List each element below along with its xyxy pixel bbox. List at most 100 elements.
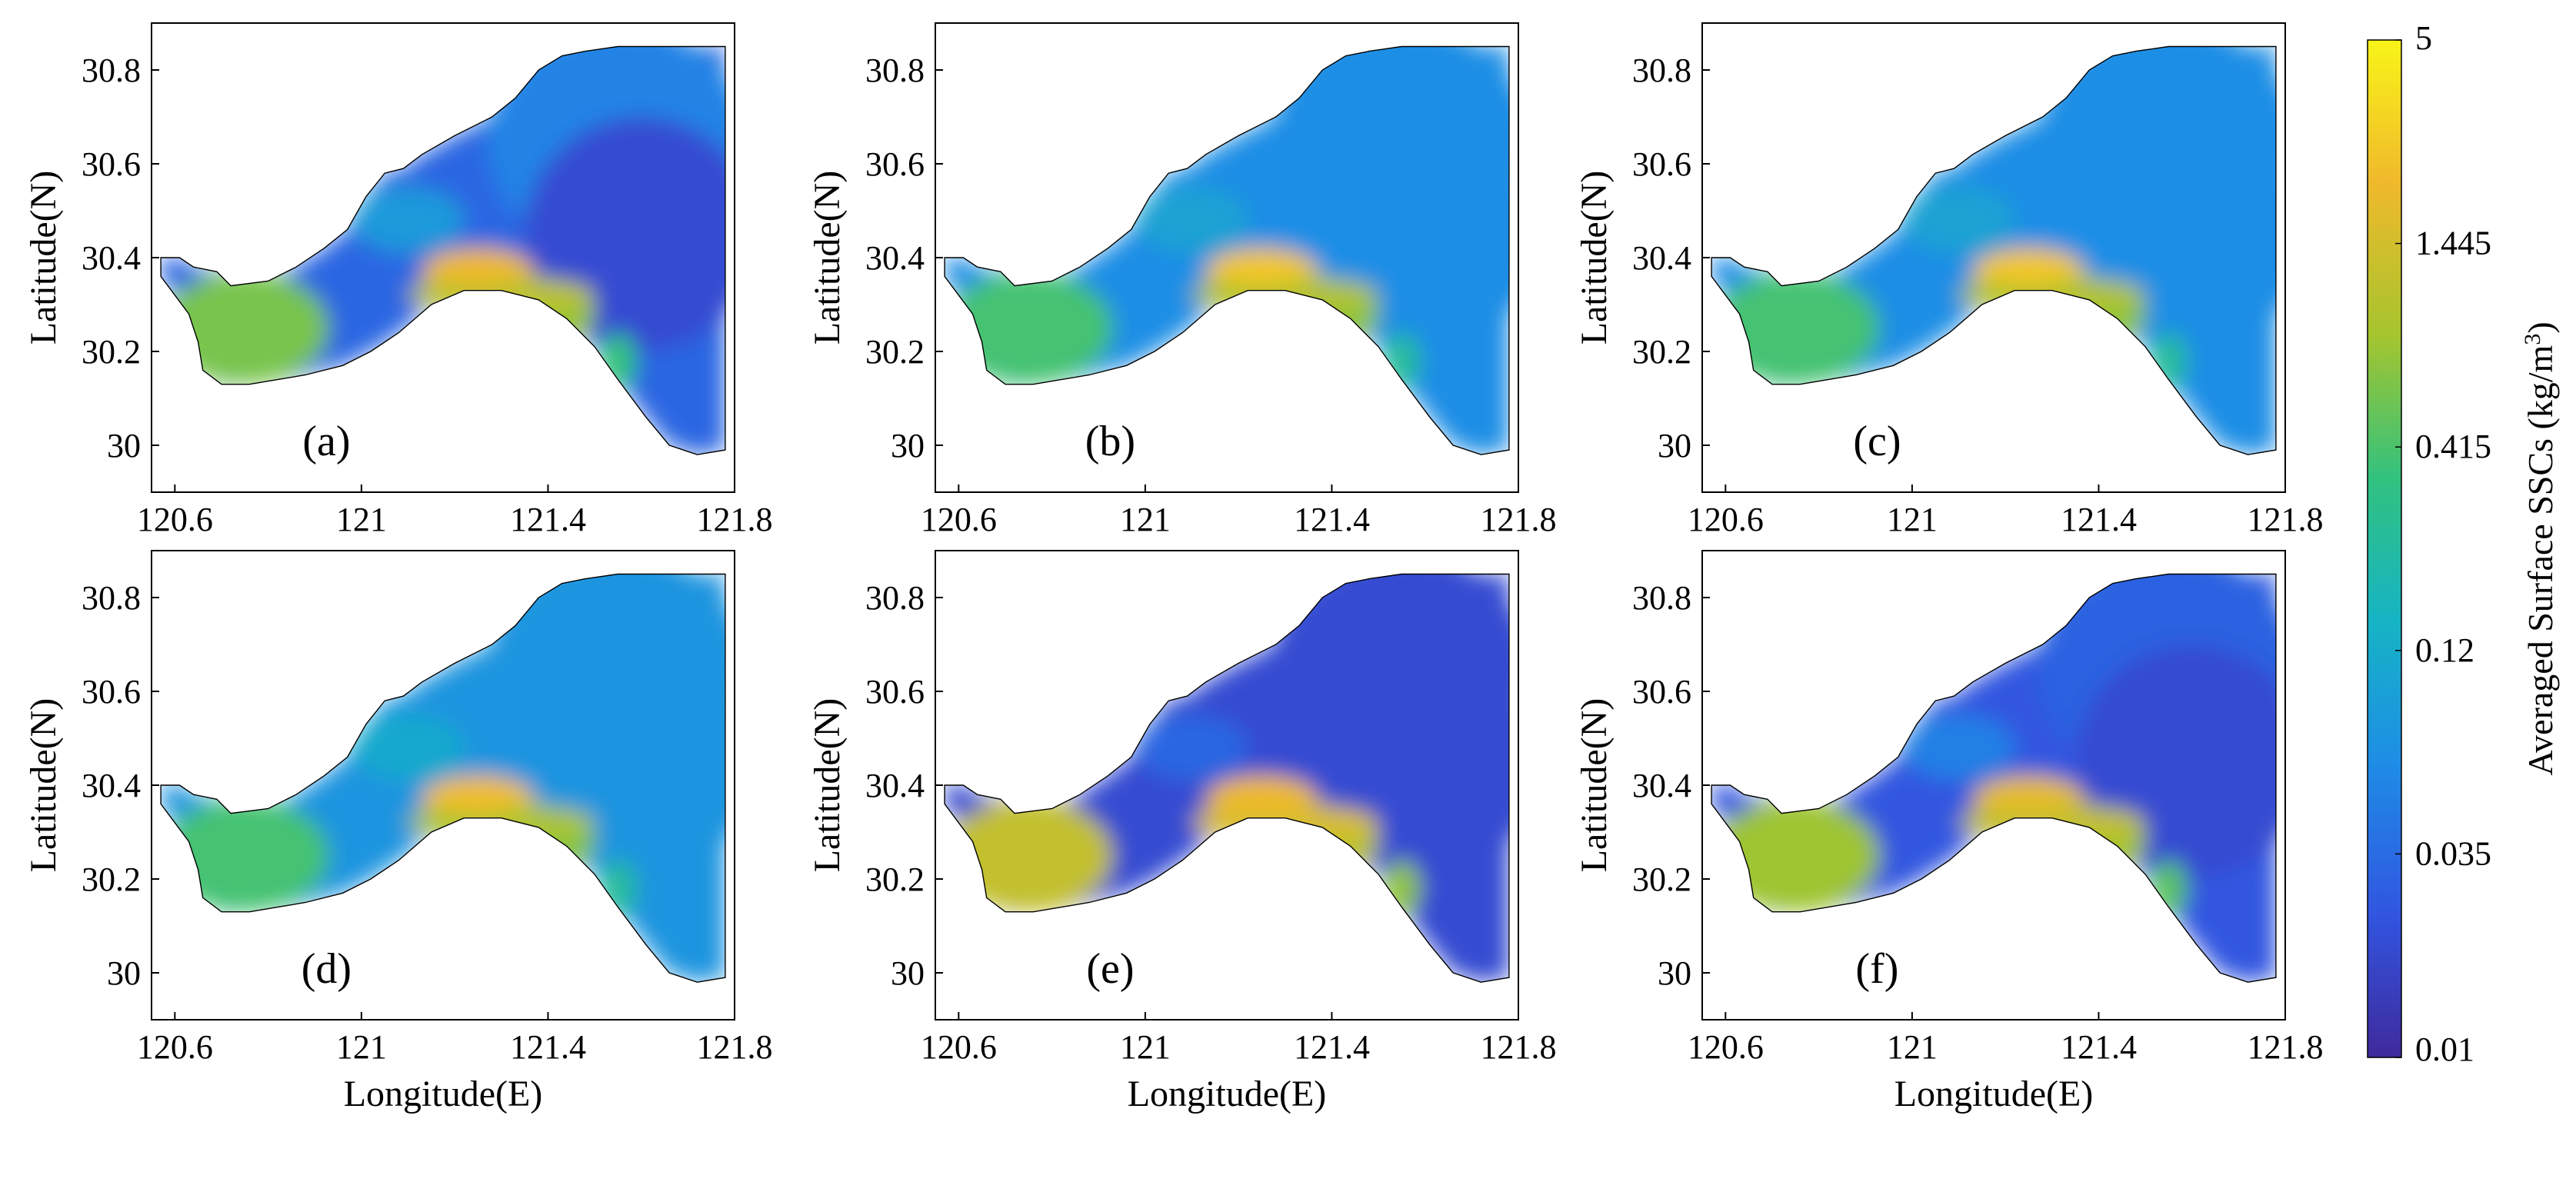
x-tick-label: 120.6 [921,501,997,538]
ssc-peak [1219,785,1305,814]
panel-label: (c) [1853,418,1901,465]
colorbar-title-close: ) [2521,321,2560,333]
colorbar-tick-label: 0.035 [2415,834,2491,872]
y-tick-label: 30 [891,954,925,992]
ssc-peak [1986,785,2071,814]
ssc-zone-mid [1902,187,2015,253]
colorbar-tick-label: 0.12 [2415,631,2474,669]
y-tick-label: 30 [1658,954,1691,992]
ssc-zone-western [1711,799,1880,912]
ssc-field [161,574,725,983]
x-tick-label: 121 [1120,501,1171,538]
y-tick-label: 30.6 [1632,145,1691,183]
x-tick-label: 121 [336,501,387,538]
y-tick-label: 30.8 [82,52,141,89]
ssc-zone-mid [1902,714,2015,781]
y-tick-label: 30.2 [1632,333,1691,371]
colorbar-tick-label: 1.445 [2415,225,2491,262]
x-tick-label: 121.4 [510,1028,586,1066]
y-tick-label: 30.2 [1632,861,1691,898]
y-tick-label: 30.4 [1632,767,1691,804]
y-tick-label: 30.6 [865,145,925,183]
colorbar-title: Averaged Surface SSCs (kg/m3) [2520,321,2560,775]
coastline [160,573,726,983]
map-panel-a: 120.6121121.4121.830.830.630.430.230Long… [23,22,773,587]
ssc-zone-mid [1135,714,1248,781]
panel-label: (f) [1855,945,1898,993]
y-axis-label: Latitude(N) [807,698,848,873]
coastline [160,45,726,455]
map-panel-d: 120.6 121 121.4 121.8 30.8 30.6 30.4 30.2 30 Long… [23,550,773,1114]
panel-label: (d) [302,945,352,993]
x-axis-label: Longitude(E) [1895,1074,2094,1114]
y-tick-label: 30.4 [82,239,141,277]
y-tick-label: 30 [891,427,925,464]
y-tick-label: 30 [1658,427,1691,464]
y-tick-label: 30.8 [1632,579,1691,617]
ssc-zone-western [161,271,329,385]
y-tick-label: 30.2 [82,861,141,898]
ssc-zone-western [1711,271,1880,385]
coastline [944,573,1510,983]
coastline [1711,573,2277,983]
ssc-peak [1986,258,2071,286]
x-tick-label: 121.4 [1294,501,1370,538]
ssc-field [1711,46,2276,455]
ssc-zone-western [945,271,1113,385]
ssc-peak [435,785,521,814]
x-tick-label: 121 [1120,1028,1171,1066]
x-tick-label: 121 [1887,501,1938,538]
ssc-zone-western [945,799,1113,912]
x-tick-label: 121.8 [697,501,773,538]
y-tick-label: 30.6 [82,145,141,183]
y-tick-label: 30.6 [82,673,141,711]
y-tick-label: 30.8 [865,579,925,617]
y-tick-label: 30 [107,954,141,992]
y-axis-label: Latitude(N) [807,171,848,345]
colorbar-tick-label: 0.01 [2415,1031,2474,1068]
colorbar-tick-label: 0.415 [2415,428,2491,465]
ssc-peak [435,258,521,286]
y-tick-label: 30.4 [865,767,925,804]
x-tick-label: 120.6 [1688,1028,1764,1066]
ssc-field [161,46,725,455]
ssc-zone-mid [352,187,465,253]
coastline [1711,45,2277,455]
x-tick-label: 120.6 [1688,501,1764,538]
coastline [944,45,1510,455]
map-panel-e: 120.6 121 121.4 121.8 30.8 30.6 30.4 30.2 30 Long… [807,550,1557,1114]
y-tick-label: 30.8 [1632,52,1691,89]
y-tick-label: 30.2 [865,333,925,371]
ssc-zone-mid [352,714,465,781]
x-tick-label: 120.6 [137,501,213,538]
y-tick-label: 30.2 [865,861,925,898]
y-axis-label: Latitude(N) [23,171,64,345]
colorbar-tick-label: 5 [2415,19,2432,57]
panel-label: (a) [302,418,350,465]
y-tick-label: 30 [107,427,141,464]
ssc-peak [1219,258,1305,286]
x-tick-label: 121.8 [697,1028,773,1066]
y-axis-label: Latitude(N) [23,698,64,873]
panel-label: (e) [1086,945,1134,993]
x-tick-label: 121.8 [2248,501,2324,538]
x-tick-label: 121.4 [2061,501,2137,538]
y-tick-label: 30.6 [865,673,925,711]
x-axis-label: Longitude(E) [344,1074,543,1114]
colorbar: 5 1.445 0.415 0.12 0.035 0.01 Averaged Surface… [2367,19,2560,1068]
colorbar-title-sup: 3 [2520,334,2545,345]
y-tick-label: 30.8 [865,52,925,89]
y-tick-label: 30.6 [1632,673,1691,711]
panel-label: (b) [1085,418,1135,465]
x-tick-label: 121 [336,1028,387,1066]
y-tick-label: 30.4 [865,239,925,277]
x-tick-label: 121.8 [1481,501,1557,538]
x-tick-label: 121.4 [2061,1028,2137,1066]
map-panel-b: 120.6121121.4121.830.830.630.430.230Long… [807,22,1557,587]
y-tick-label: 30.2 [82,333,141,371]
colorbar-gradient [2367,39,2402,1058]
x-axis-label: Longitude(E) [1128,1074,1327,1114]
y-tick-label: 30.4 [82,767,141,804]
colorbar-title-main: Averaged Surface SSCs (kg/m [2521,345,2560,775]
